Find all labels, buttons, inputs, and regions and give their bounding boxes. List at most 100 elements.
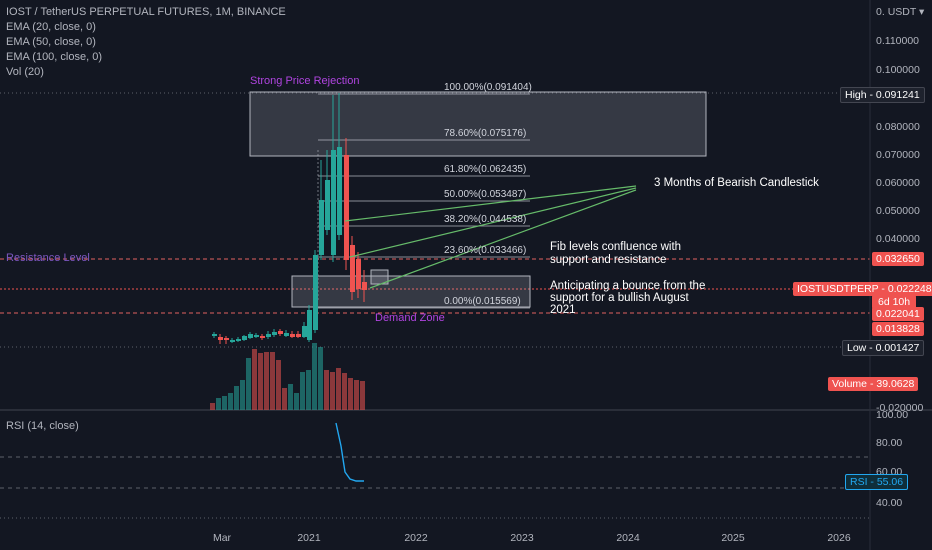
time-tick: Mar [212,532,232,544]
volume-bars [210,343,365,410]
candle-body [248,334,253,338]
volume-tag: Volume - 39.0628 [828,377,919,391]
bounce-annotation-line3[interactable]: 2021 [550,304,576,316]
volume-bar [348,378,353,410]
rsi-tick: 80.00 [876,437,903,449]
indicator-ema20[interactable]: EMA (20, close, 0) [6,21,96,33]
volume-bar [216,398,221,410]
candle-body [337,147,342,235]
rsi-tick: 100.00 [876,409,909,421]
candle-body [290,334,295,337]
resistance-annotation[interactable]: Resistance Level [6,252,90,264]
candle-body [325,180,330,230]
volume-bar [246,358,251,410]
demand-zone-box[interactable] [291,275,531,308]
bounce-annotation-line1[interactable]: Anticipating a bounce from the [550,280,706,292]
chart-title: IOST / TetherUS PERPETUAL FUTURES, 1M, B… [6,6,286,18]
rejection-zone-box[interactable] [249,91,707,157]
fib-confluence-annotation-line2[interactable]: support and resistance [550,254,667,266]
demand-zone-label[interactable]: Demand Zone [375,312,445,324]
bearish-annotation[interactable]: 3 Months of Bearish Candlestick [654,177,819,189]
fib-confluence-annotation-line1[interactable]: Fib levels confluence with [550,241,682,253]
indicator-volume[interactable]: Vol (20) [6,66,44,78]
price-tick: 0.080000 [876,121,920,133]
candle-body [242,336,247,340]
candle-body [260,336,265,338]
low-price-tag: Low - 0.001427 [842,340,925,356]
volume-bar [318,347,323,410]
fib-level-label: 100.00%(0.091404) [444,82,532,93]
candle-body [266,334,271,337]
price-tick: 0.070000 [876,149,920,161]
candle-body [296,334,301,337]
candle-body [319,200,324,255]
bounce-annotation-line2[interactable]: support for a bullish August [550,292,689,304]
trend-line-2 [349,187,637,258]
volume-bar [300,372,305,410]
candle-body [331,150,336,255]
candle-body [344,155,349,260]
volume-bar [306,370,311,410]
high-price-tag: High - 0.091241 [840,87,925,103]
indicator-ema100[interactable]: EMA (100, close, 0) [6,51,102,63]
fib-level-label: 78.60%(0.075176) [444,128,527,139]
volume-bar [222,396,227,410]
volume-bar [282,388,287,410]
rejection-annotation[interactable]: Strong Price Rejection [250,75,360,87]
fib-level-label: 50.00%(0.053487) [444,189,527,200]
fib-level-label: 0.00%(0.015569) [444,296,521,307]
trend-line-3 [369,189,637,289]
candle-body [313,255,318,330]
price-tick: -0.020000 [876,402,924,414]
volume-bar [360,381,365,410]
trend-lines[interactable] [344,185,637,289]
time-tick: 2021 [297,532,321,544]
currency-label[interactable]: 0. USDT ▾ [876,6,925,18]
volume-bar [294,393,299,410]
candle-body [307,310,312,340]
rsi-line [335,422,364,482]
volume-bar [324,370,329,410]
time-tick: 2022 [404,532,428,544]
volume-bar [234,386,239,410]
candle-body [224,338,229,340]
price-tick: 0.050000 [876,205,920,217]
fib-level-label: 23.60%(0.033466) [444,245,527,256]
volume-bar [342,373,347,410]
volume-bar [288,384,293,410]
candle-body [218,337,223,340]
rsi-tick: 40.00 [876,497,903,509]
candle-body [284,333,289,336]
candle-body [356,259,361,289]
indicator-ema50[interactable]: EMA (50, close, 0) [6,36,96,48]
price-tick: 0.060000 [876,177,920,189]
bar-countdown-tag: 6d 10h [872,295,917,309]
time-tick: 2026 [827,532,851,544]
trend-line-1 [344,185,637,222]
time-tick: 2025 [721,532,745,544]
candle-body [212,334,217,336]
candles [212,93,367,344]
time-tick: 2024 [616,532,640,544]
volume-bar [258,353,263,410]
volume-bar [330,372,335,410]
price-tick: 0.040000 [876,233,920,245]
candle-body [350,245,355,292]
resistance-price-tag: 0.032650 [872,252,924,266]
volume-bar [336,368,341,410]
ema-price-tag: 0.013828 [872,322,924,336]
fib-level-label: 61.80%(0.062435) [444,164,527,175]
volume-bar [228,393,233,410]
candle-body [278,331,283,334]
volume-bar [264,352,269,410]
volume-bar [354,380,359,410]
volume-bar [276,360,281,410]
candle-body [230,340,235,342]
volume-bar [312,343,317,410]
support-price-tag: 0.022041 [872,307,924,321]
candle-body [302,326,307,337]
currency-unit: USDT [887,6,917,18]
rsi-title[interactable]: RSI (14, close) [6,420,79,432]
rsi-value-tag: RSI - 55.06 [845,474,909,490]
